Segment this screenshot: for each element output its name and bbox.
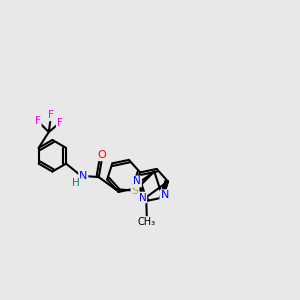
Text: N: N — [160, 191, 168, 201]
Text: N: N — [79, 171, 88, 181]
Text: F: F — [57, 118, 63, 128]
Text: N: N — [139, 193, 146, 202]
Text: CH₃: CH₃ — [138, 217, 156, 227]
Text: N: N — [133, 176, 141, 187]
Text: S: S — [131, 186, 139, 196]
Text: F: F — [48, 110, 54, 120]
Text: N: N — [161, 190, 169, 200]
Text: O: O — [97, 150, 106, 160]
Text: H: H — [72, 178, 80, 188]
Text: F: F — [35, 116, 41, 126]
